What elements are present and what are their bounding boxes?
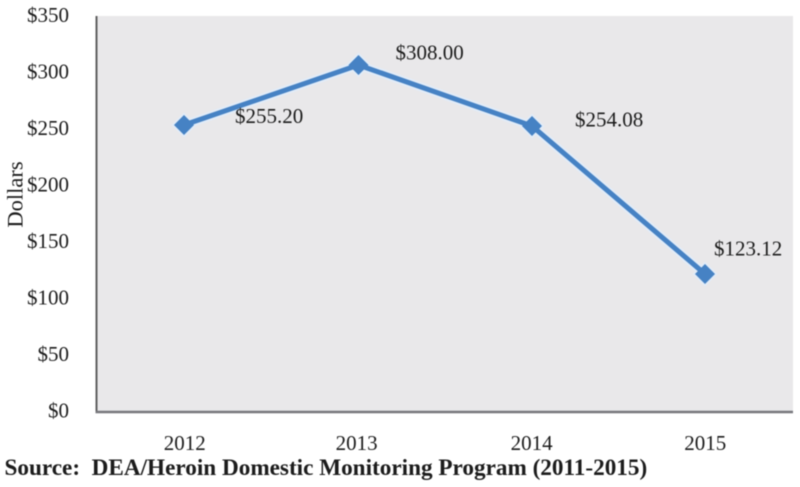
svg-text:$254.08: $254.08 — [575, 107, 643, 131]
svg-text:$300: $300 — [27, 60, 69, 84]
svg-text:2014: 2014 — [511, 431, 554, 455]
svg-text:$350: $350 — [27, 3, 69, 27]
svg-text:2013: 2013 — [336, 431, 378, 455]
svg-text:Dollars: Dollars — [3, 161, 28, 227]
svg-text:$50: $50 — [38, 342, 70, 366]
svg-text:$255.20: $255.20 — [235, 104, 303, 128]
svg-text:Source: DEA/Heroin Domestic M: Source: DEA/Heroin Domestic Monitoring P… — [5, 455, 648, 481]
svg-text:2012: 2012 — [164, 431, 206, 455]
svg-text:$200: $200 — [27, 173, 69, 197]
svg-text:$250: $250 — [27, 116, 69, 140]
svg-text:$100: $100 — [27, 286, 69, 310]
svg-text:$308.00: $308.00 — [396, 41, 464, 65]
svg-text:2015: 2015 — [684, 431, 726, 455]
svg-text:$123.12: $123.12 — [714, 237, 782, 261]
svg-text:$0: $0 — [48, 399, 69, 423]
svg-text:$150: $150 — [27, 229, 69, 253]
